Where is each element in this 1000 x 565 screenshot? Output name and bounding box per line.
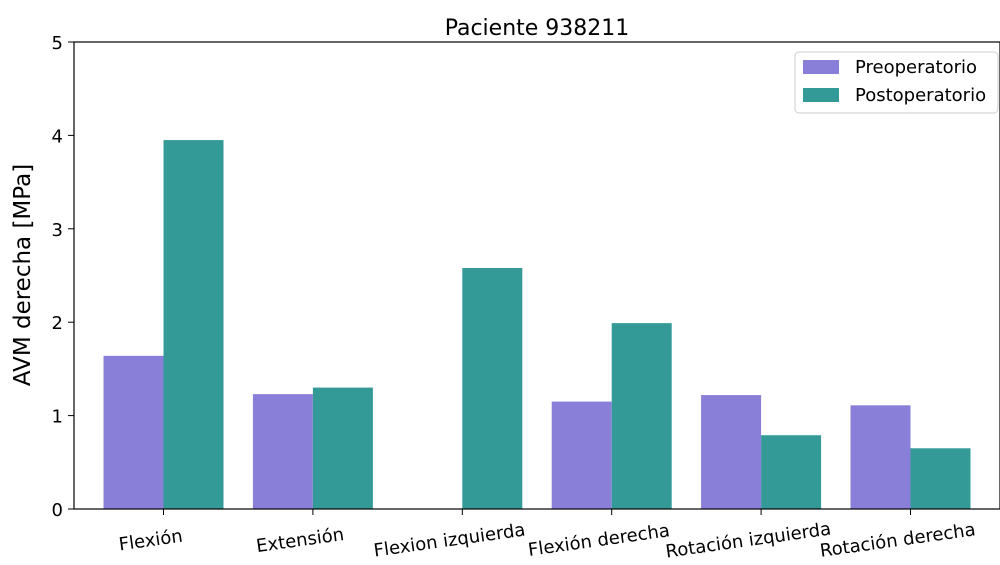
- bar-postoperatorio-4: [611, 323, 672, 509]
- bar-postoperatorio-6: [910, 448, 971, 509]
- bar-postoperatorio-2: [312, 387, 373, 509]
- legend-swatch: [803, 88, 839, 102]
- y-axis-label: AVM derecha [MPa]: [10, 164, 36, 386]
- x-tick-label: Extensión: [255, 524, 345, 557]
- x-tick-label: Flexión: [117, 526, 183, 556]
- bar-postoperatorio-5: [761, 435, 822, 509]
- chart-title: Paciente 938211: [445, 16, 630, 41]
- bar-preoperatorio-5: [701, 395, 762, 509]
- bar-preoperatorio-1: [103, 355, 164, 509]
- legend-label: Preoperatorio: [855, 57, 977, 78]
- legend-label: Postoperatorio: [855, 85, 986, 106]
- legend-swatch: [803, 60, 839, 74]
- bar-preoperatorio-2: [252, 394, 313, 509]
- y-tick-label: 1: [52, 407, 63, 428]
- bar-postoperatorio-3: [462, 268, 523, 509]
- y-tick-label: 5: [52, 33, 63, 54]
- y-tick-label: 4: [52, 126, 63, 147]
- y-tick-label: 2: [52, 313, 63, 334]
- y-tick-label: 3: [52, 220, 63, 241]
- bar-preoperatorio-4: [551, 401, 612, 509]
- x-tick-label: Flexión derecha: [527, 520, 671, 561]
- legend-box: [794, 51, 999, 114]
- legend: Preoperatorio Postoperatorio: [794, 51, 999, 114]
- x-tick-label: Flexion izquierda: [372, 520, 526, 562]
- plot-frame: [73, 41, 1000, 510]
- bar-preoperatorio-6: [850, 405, 911, 509]
- bars-layer: [103, 140, 971, 509]
- y-tick-label: 0: [52, 500, 63, 521]
- x-tick-label: Rotación izquierda: [664, 519, 832, 563]
- x-tick-label: Rotación derecha: [819, 519, 977, 562]
- bar-postoperatorio-1: [163, 140, 224, 509]
